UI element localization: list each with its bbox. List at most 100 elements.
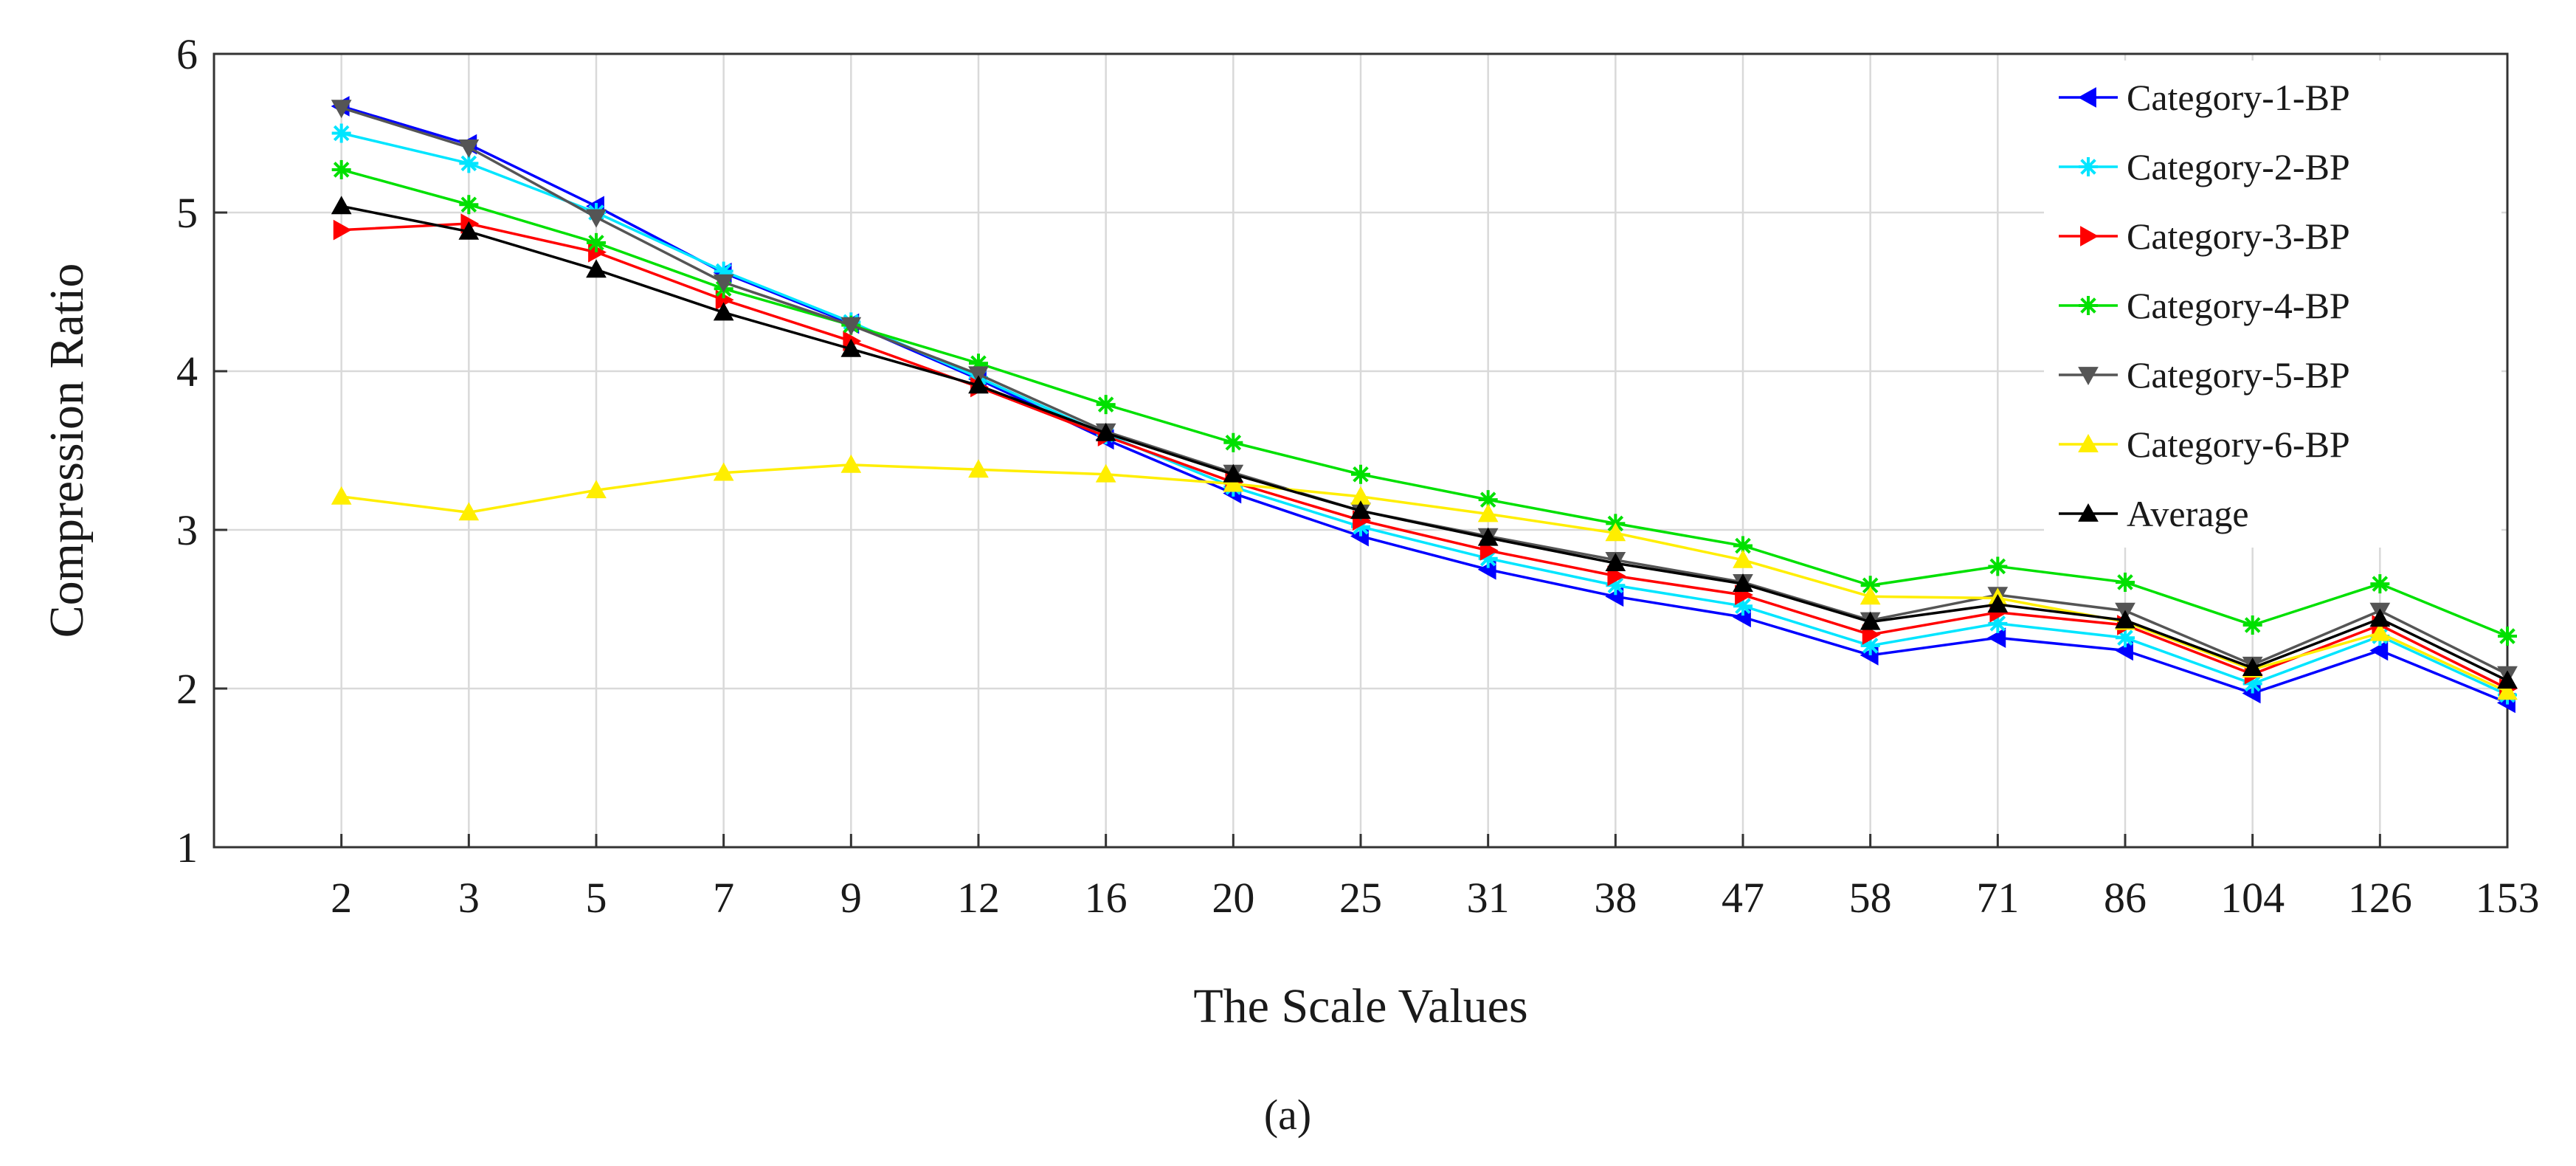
data-point [713,274,734,293]
legend-item: Average [2059,493,2249,534]
series-line [341,463,2508,693]
data-point [713,302,734,321]
y-tick-label: 2 [176,665,198,713]
series-layer [331,96,2518,714]
data-point [2116,572,2135,592]
x-tick-label: 104 [2220,874,2285,922]
legend-label: Category-2-BP [2127,146,2350,187]
legend-label: Category-5-BP [2127,354,2350,396]
data-point [459,195,479,215]
data-point [1095,463,1116,483]
data-point [2116,628,2135,648]
legend-item: Category-2-BP [2059,146,2350,187]
data-point [1477,527,1499,546]
x-axis-title: The Scale Values [1193,979,1527,1033]
x-tick-label: 7 [713,874,734,922]
data-point [1351,464,1370,484]
series-category-4-bp [331,159,2517,646]
x-tick-label: 2 [331,874,352,922]
x-tick-label: 86 [2104,874,2147,922]
data-point [331,159,351,179]
x-tick-label: 20 [1212,874,1254,922]
x-tick-label: 47 [1722,874,1764,922]
legend-label: Category-1-BP [2127,77,2350,118]
data-point [1350,500,1371,520]
data-point [2369,622,2391,641]
data-point [1860,586,1881,605]
legend-label: Category-4-BP [2127,285,2350,326]
x-tick-label: 38 [1594,874,1637,922]
x-tick-label: 58 [1849,874,1892,922]
data-point [1095,422,1116,441]
data-point [713,462,734,481]
data-point [1988,556,2008,576]
legend-item: Category-1-BP [2059,77,2350,118]
data-point [1223,432,1243,452]
data-point [587,232,606,252]
y-axis-title: Compression Ratio [40,263,94,638]
data-point [331,486,352,505]
data-point [968,459,989,478]
series-line [341,222,2508,690]
legend-label: Category-3-BP [2127,215,2350,257]
data-point [1733,549,1753,568]
data-point [2115,610,2135,629]
data-point [331,123,351,143]
y-tick-label: 3 [176,506,198,554]
data-point [1605,553,1626,572]
data-point [586,259,607,278]
series-line [341,168,2508,638]
plot-frame [213,52,2509,849]
data-point [1987,594,2009,613]
legend-marker [2079,157,2098,176]
data-point [1860,611,1881,630]
data-point [2369,608,2391,627]
data-point [2370,574,2390,594]
y-tick-label: 4 [176,348,198,396]
data-point [2498,627,2517,646]
figure-caption: (a) [1264,1091,1311,1139]
data-point [458,502,480,521]
data-point [331,100,352,119]
x-tick-label: 31 [1467,874,1510,922]
data-point [1860,576,1880,596]
legend-item: Category-3-BP [2059,215,2350,257]
data-point [586,480,607,499]
legend: Category-1-BP Category-2-BP Category-3-BP C… [2044,61,2501,548]
data-point [840,317,862,336]
data-point [1477,503,1499,522]
data-point [458,221,480,240]
series-line [341,204,2508,682]
legend-marker [2078,433,2099,452]
legend-marker [2078,503,2099,522]
data-point [1096,395,1116,415]
legend-marker [2080,226,2099,246]
y-tick-label: 5 [176,189,198,237]
series-category-6-bp [331,454,2518,700]
data-point [2497,681,2518,700]
data-point [1605,522,1626,542]
data-point [331,196,352,215]
data-point [1733,573,1753,592]
legend-item: Category-5-BP [2059,354,2350,396]
y-tick-label: 6 [176,30,198,78]
x-tick-label: 16 [1085,874,1128,922]
x-tick-label: 3 [458,874,480,922]
data-point [2497,670,2518,689]
data-point [586,209,607,228]
data-point [1223,463,1244,483]
legend-box [2044,61,2501,548]
x-tick-label: 12 [957,874,1000,922]
data-point [333,219,352,241]
legend-marker [2078,367,2099,386]
data-point [2242,615,2262,635]
x-tick-label: 153 [2476,874,2540,922]
legend-item: Category-4-BP [2059,285,2350,326]
x-tick-label: 9 [840,874,862,922]
data-point [1223,473,1244,492]
legend-item: Category-6-BP [2059,424,2350,465]
data-point [2242,658,2263,676]
data-point [458,139,480,158]
